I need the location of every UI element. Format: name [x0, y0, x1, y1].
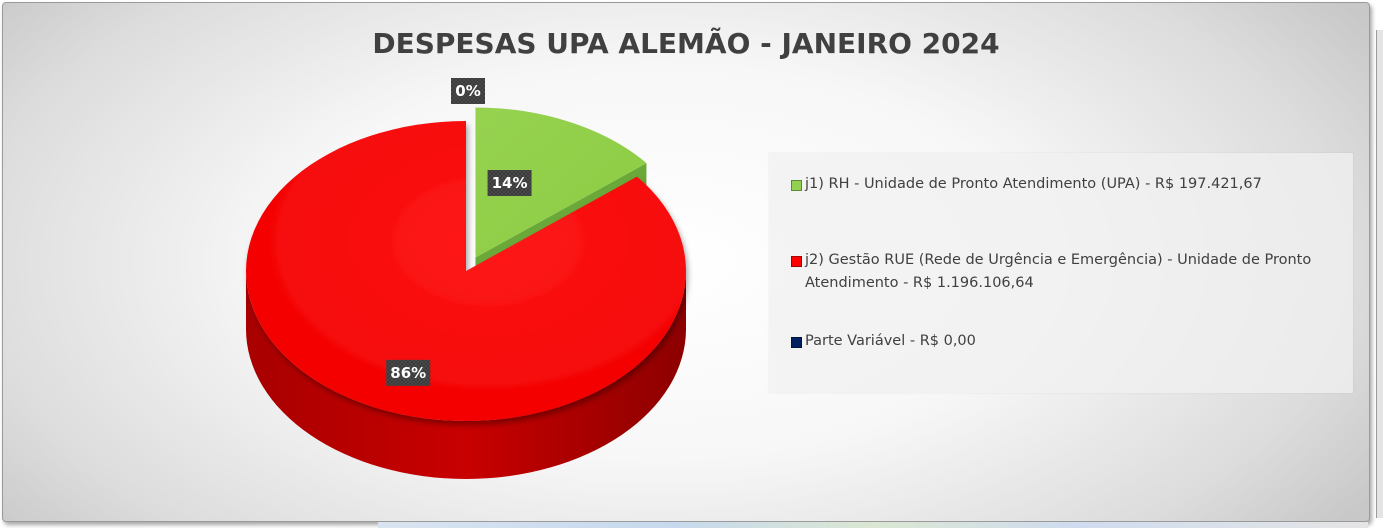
legend-swatch-1	[791, 256, 802, 267]
legend-label-2: Parte Variável - R$ 0,00	[805, 333, 976, 349]
legend-item-0: j1) RH - Unidade de Pronto Atendimento (…	[791, 173, 1337, 196]
legend: j1) RH - Unidade de Pronto Atendimento (…	[769, 153, 1353, 393]
pie-slice-1	[245, 121, 686, 422]
pie-tops	[245, 107, 686, 422]
data-label-2: 0%	[451, 78, 485, 104]
legend-swatch-2	[791, 337, 802, 348]
data-label-bg-2	[451, 78, 485, 104]
data-label-text-0: 14%	[492, 174, 528, 192]
chart-area: DESPESAS UPA ALEMÃO - JANEIRO 2024	[2, 2, 1370, 522]
adjacent-chart-edge	[1376, 30, 1383, 518]
data-label-text-2: 0%	[455, 82, 480, 100]
data-label-0: 14%	[487, 169, 532, 196]
data-label-1: 86%	[386, 359, 431, 386]
legend-item-1: j2) Gestão RUE (Rede de Urgência e Emerg…	[791, 249, 1337, 295]
pie-chart: 14% 86% 0%	[245, 78, 686, 479]
legend-item-2: Parte Variável - R$ 0,00	[791, 330, 1337, 353]
pie-slice-0	[475, 107, 647, 258]
legend-label-1: j2) Gestão RUE (Rede de Urgência e Emerg…	[805, 252, 1312, 291]
data-label-text-1: 86%	[390, 364, 426, 382]
legend-swatch-0	[791, 180, 802, 191]
sheet-background-strip	[378, 522, 1368, 528]
pie-data-labels: 14% 86% 0%	[386, 78, 532, 386]
legend-label-0: j1) RH - Unidade de Pronto Atendimento (…	[805, 176, 1262, 192]
pie-slice-side-1	[246, 271, 686, 479]
data-label-bg-1	[386, 359, 431, 386]
chart-title: DESPESAS UPA ALEMÃO - JANEIRO 2024	[372, 27, 1000, 60]
data-label-bg-0	[487, 169, 532, 196]
